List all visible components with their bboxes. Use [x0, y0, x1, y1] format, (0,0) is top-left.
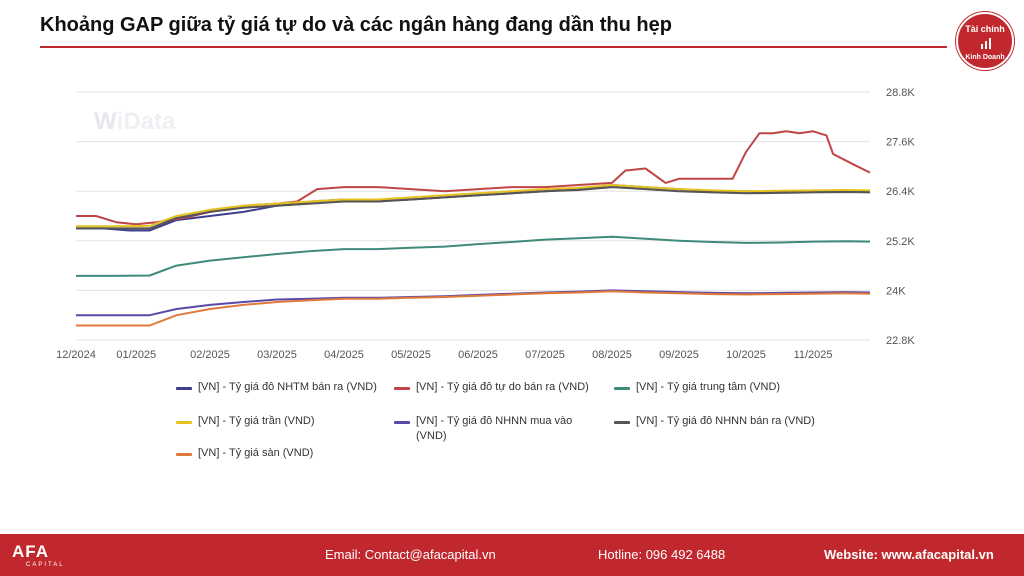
badge-bottom-text: Kinh Doanh	[965, 54, 1005, 61]
legend-label: [VN] - Tỷ giá sàn (VND)	[198, 447, 314, 459]
series-lines	[76, 130, 871, 327]
legend-item[interactable]: [VN] - Tỷ giá đô tự do bán ra (VND)	[394, 380, 604, 395]
x-tick-label: 07/2025	[525, 349, 565, 361]
legend-item[interactable]: [VN] - Tỷ giá sàn (VND)	[176, 446, 386, 461]
x-tick-label: 06/2025	[458, 349, 498, 361]
y-axis-ticks: 28.8K 27.6K 26.4K 25.2K 24K 22.8K	[886, 87, 915, 347]
badge-top-text: Tài chính	[965, 24, 1005, 34]
legend-swatch	[176, 387, 192, 390]
x-tick-label: 04/2025	[324, 349, 364, 361]
footer-hotline[interactable]: Hotline: 096 492 6488	[598, 547, 726, 562]
legend-label: [VN] - Tỷ giá đô tự do bán ra (VND)	[416, 381, 589, 393]
x-tick-label: 12/2024	[56, 349, 96, 361]
legend-item[interactable]: [VN] - Tỷ giá trung tâm (VND)	[614, 380, 824, 395]
footer-bar: AFA CAPITAL Email: Contact@afacapital.vn…	[0, 534, 1024, 576]
afa-logo-sub: CAPITAL	[26, 562, 65, 568]
y-tick-label: 24K	[886, 285, 906, 297]
widata-watermark: WiData	[94, 108, 176, 135]
title-underline	[40, 46, 947, 48]
legend-swatch	[614, 421, 630, 424]
series-line-5	[76, 186, 871, 230]
x-tick-label: 08/2025	[592, 349, 632, 361]
y-tick-label: 28.8K	[886, 87, 915, 99]
line-chart: 28.8K 27.6K 26.4K 25.2K 24K 22.8K 12/2024 01/2…	[56, 87, 915, 361]
x-tick-label: 01/2025	[116, 349, 156, 361]
footer-email[interactable]: Email: Contact@afacapital.vn	[325, 547, 496, 562]
y-tick-label: 25.2K	[886, 236, 915, 248]
legend-item[interactable]: [VN] - Tỷ giá đô NHNN bán ra (VND)	[614, 414, 824, 429]
y-tick-label: 22.8K	[886, 335, 915, 347]
legend-item[interactable]: [VN] - Tỷ giá đô NHTM bán ra (VND)	[176, 380, 386, 395]
legend-item[interactable]: [VN] - Tỷ giá trần (VND)	[176, 414, 386, 429]
footer-website[interactable]: Website: www.afacapital.vn	[824, 547, 994, 562]
legend-swatch	[394, 421, 410, 424]
afa-logo: AFA	[12, 542, 49, 561]
legend-label: [VN] - Tỷ giá trung tâm (VND)	[636, 381, 781, 393]
legend-swatch	[176, 421, 192, 424]
series-line-1	[76, 130, 871, 226]
legend-swatch	[394, 387, 410, 390]
chart-legend: [VN] - Tỷ giá đô NHTM bán ra (VND) [VN] -…	[176, 380, 816, 470]
legend-label: [VN] - Tỷ giá đô NHNN mua vào (VND)	[416, 415, 573, 442]
brand-badge: Tài chính Kinh Doanh	[956, 12, 1014, 70]
x-tick-label: 03/2025	[257, 349, 297, 361]
page-title: Khoảng GAP giữa tỷ giá tự do và các ngân…	[40, 14, 672, 36]
y-tick-label: 26.4K	[886, 186, 915, 198]
legend-swatch	[176, 453, 192, 456]
series-line-2	[76, 235, 871, 277]
legend-label: [VN] - Tỷ giá đô NHTM bán ra (VND)	[198, 381, 377, 393]
legend-label: [VN] - Tỷ giá đô NHNN bán ra (VND)	[636, 415, 815, 427]
grid-lines	[76, 91, 870, 341]
x-tick-label: 05/2025	[391, 349, 431, 361]
x-tick-label: 02/2025	[190, 349, 230, 361]
x-tick-label: 09/2025	[659, 349, 699, 361]
legend-item[interactable]: [VN] - Tỷ giá đô NHNN mua vào (VND)	[394, 414, 604, 444]
x-tick-label: 11/2025	[794, 349, 833, 361]
bar-chart-icon	[981, 38, 991, 49]
x-axis-ticks: 12/2024 01/2025 02/2025 03/2025 04/2025 05/20…	[56, 349, 832, 361]
x-tick-label: 10/2025	[726, 349, 766, 361]
legend-label: [VN] - Tỷ giá trần (VND)	[198, 415, 315, 427]
series-line-6	[76, 290, 871, 327]
series-line-3	[76, 184, 871, 228]
y-tick-label: 27.6K	[886, 137, 915, 149]
legend-swatch	[614, 387, 630, 390]
